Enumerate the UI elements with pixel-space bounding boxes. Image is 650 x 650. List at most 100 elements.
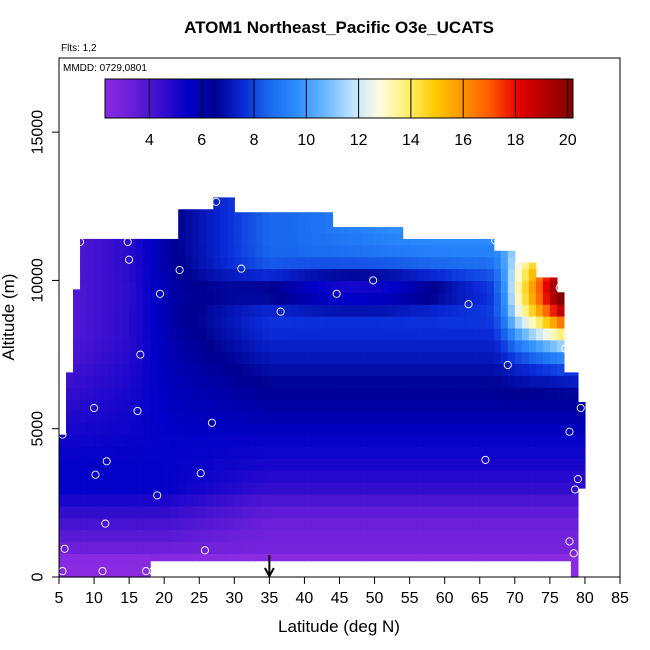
heatmap-cell [122, 351, 130, 365]
heatmap-cell [556, 470, 565, 483]
heatmap-cell [521, 482, 530, 495]
heatmap-cell [143, 458, 151, 471]
heatmap-cell [150, 339, 158, 353]
heatmap-cell [178, 327, 186, 341]
heatmap-cell [59, 541, 67, 554]
x-tick-label: 55 [401, 590, 419, 607]
heatmap-cell [248, 232, 256, 246]
heatmap-cell [409, 292, 418, 305]
heatmap-cell [304, 399, 313, 412]
heatmap-cell [171, 541, 179, 554]
heatmap-cell [304, 505, 313, 519]
heatmap-cell [353, 529, 362, 543]
heatmap-cell [458, 387, 467, 400]
heatmap-cell [444, 422, 453, 436]
heatmap-cell [164, 256, 172, 270]
heatmap-cell [171, 458, 179, 471]
heatmap-cell [87, 375, 95, 388]
heatmap-cell [192, 387, 200, 400]
heatmap-cell [367, 351, 376, 365]
heatmap-cell [437, 327, 446, 341]
colorbar-frame [104, 78, 574, 119]
heatmap-cell [395, 529, 404, 543]
colorbar-segment [500, 79, 504, 118]
heatmap-cell [255, 221, 263, 234]
heatmap-cell [521, 262, 530, 270]
heatmap-cell [101, 505, 109, 519]
heatmap-cell [101, 351, 109, 365]
heatmap-cell [465, 458, 474, 471]
heatmap-cell [227, 197, 235, 210]
heatmap-cell [220, 493, 228, 507]
heatmap-cell [444, 470, 453, 483]
heatmap-cell [570, 553, 579, 566]
heatmap-cell [150, 399, 158, 412]
heatmap-cell [381, 327, 390, 341]
colorbar-segment [456, 79, 460, 118]
heatmap-cell [318, 280, 327, 293]
heatmap-cell [325, 505, 334, 519]
heatmap-cell [500, 250, 509, 258]
heatmap-cell [563, 372, 572, 376]
heatmap-cell [556, 399, 565, 412]
heatmap-cell [213, 244, 221, 258]
colorbar-segment [487, 79, 491, 118]
heatmap-cell [479, 517, 488, 531]
heatmap-cell [465, 244, 474, 258]
heatmap-cell [479, 529, 488, 543]
heatmap-cell [304, 304, 313, 317]
heatmap-cell [213, 434, 221, 448]
heatmap-cell [283, 529, 292, 543]
heatmap-cell [339, 541, 348, 554]
heatmap-cell [318, 268, 327, 282]
heatmap-cell [507, 363, 516, 376]
heatmap-cell [94, 458, 102, 471]
heatmap-cell [136, 553, 144, 566]
heatmap-cell [213, 493, 221, 507]
heatmap-cell [500, 351, 509, 365]
heatmap-cell [129, 565, 137, 578]
heatmap-cell [164, 493, 172, 507]
heatmap-cell [227, 470, 235, 483]
heatmap-cell [381, 375, 390, 388]
heatmap-cell [556, 446, 565, 459]
heatmap-cell [178, 221, 186, 234]
heatmap-cell [458, 304, 467, 317]
heatmap-cell [185, 529, 193, 543]
heatmap-cell [500, 304, 509, 317]
heatmap-cell [241, 529, 249, 543]
heatmap-cell [220, 529, 228, 543]
heatmap-cell [129, 351, 137, 365]
heatmap-cell [521, 387, 530, 400]
heatmap-cell [437, 505, 446, 519]
heatmap-cell [416, 493, 425, 507]
heatmap-cell [143, 292, 151, 305]
heatmap-cell [234, 470, 242, 483]
heatmap-cell [199, 399, 207, 412]
heatmap-cell [304, 422, 313, 436]
heatmap-cell [66, 410, 74, 424]
heatmap-cell [542, 529, 551, 543]
heatmap-cell [556, 458, 565, 471]
heatmap-cell [437, 316, 446, 329]
heatmap-cell [101, 256, 109, 270]
heatmap-cell [416, 244, 425, 258]
heatmap-cell [521, 529, 530, 543]
heatmap-cell [248, 517, 256, 531]
x-tick-label: 45 [331, 590, 349, 607]
colorbar-segment [159, 79, 163, 118]
heatmap-cell [136, 399, 144, 412]
heatmap-cell [129, 446, 137, 459]
heatmap-cell [304, 553, 313, 562]
heatmap-cell [374, 316, 383, 329]
heatmap-cell [213, 470, 221, 483]
heatmap-cell [241, 505, 249, 519]
heatmap-cell [248, 446, 256, 459]
heatmap-cell [283, 434, 292, 448]
heatmap-cell [80, 493, 88, 507]
heatmap-cell [87, 493, 95, 507]
heatmap-cell [339, 434, 348, 448]
colorbar-segment [463, 79, 467, 118]
heatmap-cell [339, 268, 348, 282]
heatmap-cell [262, 316, 270, 329]
